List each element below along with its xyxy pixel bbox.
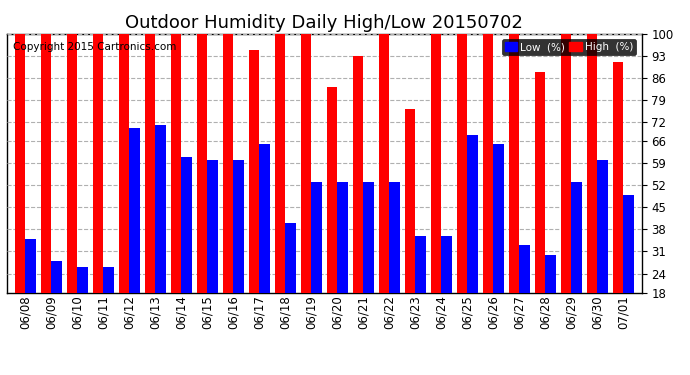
Bar	[364, 182, 374, 349]
Bar	[51, 261, 61, 349]
Bar	[587, 34, 598, 349]
Bar	[197, 34, 207, 349]
Bar	[104, 267, 114, 349]
Bar	[129, 128, 139, 349]
Bar	[171, 34, 181, 349]
Bar	[327, 87, 337, 349]
Bar	[14, 34, 25, 349]
Bar	[415, 236, 426, 349]
Bar	[77, 267, 88, 349]
Bar	[509, 34, 520, 349]
Legend: Low  (%), High  (%): Low (%), High (%)	[502, 39, 636, 56]
Bar	[483, 34, 493, 349]
Bar	[301, 34, 311, 349]
Bar	[561, 34, 571, 349]
Bar	[249, 50, 259, 349]
Bar	[41, 34, 51, 349]
Bar	[285, 223, 296, 349]
Bar	[155, 125, 166, 349]
Bar	[598, 160, 608, 349]
Bar	[571, 182, 582, 349]
Bar	[223, 34, 233, 349]
Bar	[520, 245, 530, 349]
Bar	[389, 182, 400, 349]
Bar	[353, 56, 364, 349]
Bar	[233, 160, 244, 349]
Bar	[181, 157, 192, 349]
Bar	[379, 34, 389, 349]
Bar	[337, 182, 348, 349]
Bar	[119, 34, 129, 349]
Bar	[92, 34, 104, 349]
Bar	[613, 62, 624, 349]
Bar	[275, 34, 285, 349]
Bar	[67, 34, 77, 349]
Bar	[624, 195, 634, 349]
Bar	[535, 72, 545, 349]
Bar	[431, 34, 442, 349]
Bar	[457, 34, 467, 349]
Bar	[311, 182, 322, 349]
Bar	[25, 239, 35, 349]
Bar	[405, 110, 415, 349]
Text: Copyright 2015 Cartronics.com: Copyright 2015 Cartronics.com	[13, 42, 177, 51]
Title: Outdoor Humidity Daily High/Low 20150702: Outdoor Humidity Daily High/Low 20150702	[126, 14, 523, 32]
Bar	[493, 144, 504, 349]
Bar	[467, 135, 477, 349]
Bar	[259, 144, 270, 349]
Bar	[545, 255, 556, 349]
Bar	[442, 236, 452, 349]
Bar	[145, 34, 155, 349]
Bar	[207, 160, 217, 349]
